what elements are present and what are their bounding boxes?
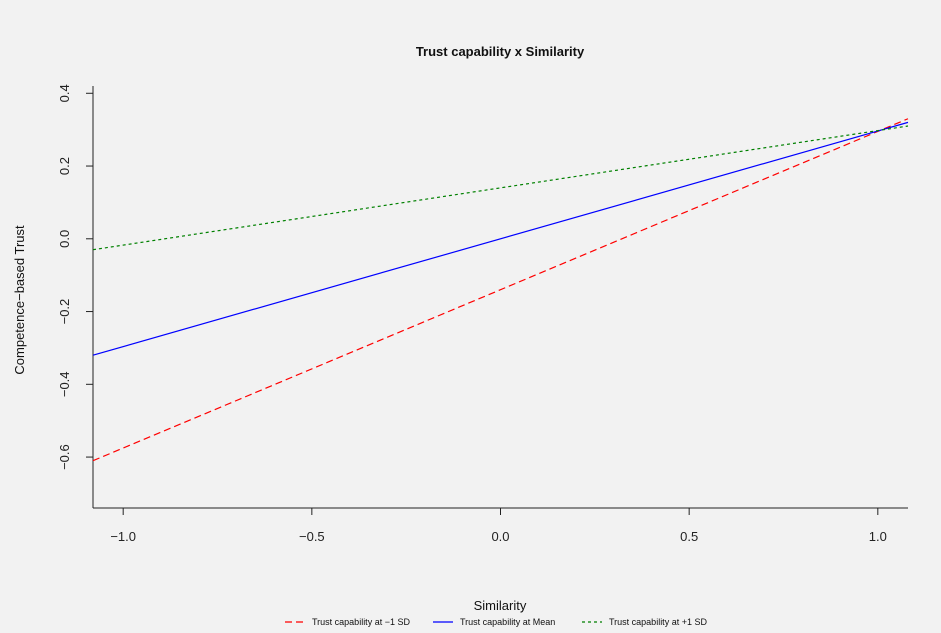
y-axis-title: Competence−based Trust [12, 225, 27, 375]
x-axis-title: Similarity [474, 598, 527, 613]
x-tick-label: 0.0 [491, 529, 509, 544]
y-tick-label: 0.4 [57, 84, 72, 102]
legend-label: Trust capability at +1 SD [609, 617, 707, 627]
legend-label: Trust capability at −1 SD [312, 617, 410, 627]
x-tick-label: 0.5 [680, 529, 698, 544]
x-tick-label: −0.5 [299, 529, 325, 544]
series-line [92, 125, 909, 251]
series-line [92, 118, 909, 462]
y-tick-label: 0.2 [57, 157, 72, 175]
chart-title: Trust capability x Similarity [416, 44, 585, 59]
y-tick-label: 0.0 [57, 230, 72, 248]
legend-label: Trust capability at Mean [460, 617, 555, 627]
series-line [92, 121, 909, 356]
y-tick-label: −0.6 [57, 444, 72, 470]
axes: −1.0 −0.5 0.0 0.5 1.0 −0.6 −0.4 −0.2 0.0 0.2 0.4 [57, 84, 908, 544]
y-tick-label: −0.2 [57, 299, 72, 325]
legend: Trust capability at −1 SD Trust capabilit… [285, 617, 707, 627]
x-tick-label: −1.0 [110, 529, 136, 544]
series-lines [92, 118, 909, 462]
x-tick-label: 1.0 [869, 529, 887, 544]
y-tick-label: −0.4 [57, 371, 72, 397]
